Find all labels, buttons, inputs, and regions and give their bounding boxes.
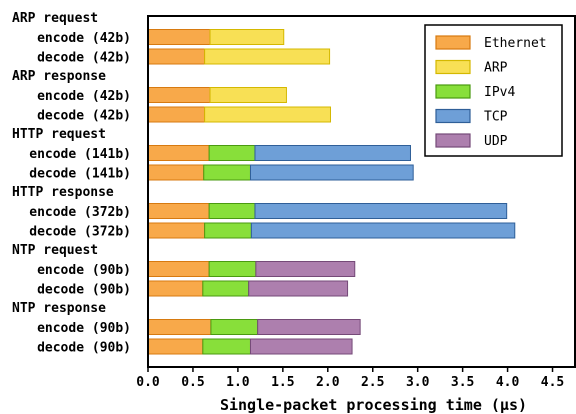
bar-segment-ethernet — [147, 261, 210, 277]
bar-label: encode (90b) — [37, 263, 131, 278]
bar-segment-arp — [209, 29, 285, 45]
bar-segment-udp — [257, 319, 361, 335]
x-axis-label: Single-packet processing time (μs) — [220, 396, 527, 414]
bar-segment-ipv4 — [202, 280, 250, 297]
legend-swatch — [435, 59, 471, 75]
x-tick-label: 4.0 — [496, 375, 520, 390]
x-tick-label: 0.5 — [181, 375, 204, 390]
bar-segment-ethernet — [147, 222, 206, 239]
group-label: NTP response — [12, 301, 106, 316]
x-tick-label: 3.0 — [406, 375, 430, 390]
legend-swatch — [435, 133, 471, 148]
bar-segments — [147, 29, 516, 355]
bar-segment-ipv4 — [204, 222, 252, 239]
bar-segment-ethernet — [147, 87, 211, 103]
bar-segment-ethernet — [147, 106, 206, 123]
plot-frame — [147, 15, 576, 368]
bar-label: encode (141b) — [29, 147, 131, 162]
group-label: ARP request — [12, 11, 98, 26]
bar-segment-tcp — [254, 145, 411, 161]
bar-label: decode (372b) — [29, 225, 131, 240]
legend-label: IPv4 — [484, 85, 515, 100]
bar-label: encode (42b) — [37, 89, 131, 104]
bar-segment-arp — [204, 106, 331, 123]
bar-segment-ethernet — [147, 280, 204, 297]
x-tick-label: 3.5 — [451, 375, 474, 390]
x-tick-label: 4.5 — [541, 375, 564, 390]
legend-swatch — [435, 84, 471, 99]
bar-segment-udp — [255, 261, 356, 277]
bar-segment-ipv4 — [210, 319, 259, 335]
group-label: NTP request — [12, 243, 98, 258]
x-tick-label: 1.5 — [271, 375, 294, 390]
bar-segment-ipv4 — [202, 338, 251, 355]
group-label: HTTP request — [12, 127, 106, 142]
group-label: ARP response — [12, 69, 106, 84]
x-axis: 0.0 0.5 1.0 1.5 2.0 2.5 3.0 3.5 4.0 4.5 — [136, 367, 564, 390]
bar-label: encode (90b) — [37, 321, 131, 336]
bar-segment-ipv4 — [208, 203, 256, 219]
bar-label: encode (42b) — [37, 31, 131, 46]
y-axis-labels: ARP request encode (42b) decode (42b) ARP r… — [12, 11, 131, 356]
bar-segment-ethernet — [147, 319, 212, 335]
bar-label: decode (141b) — [29, 167, 131, 182]
bar-segment-ipv4 — [208, 261, 257, 277]
bar-label: decode (42b) — [37, 51, 131, 66]
bar-label: encode (372b) — [29, 205, 131, 220]
bar-segment-ipv4 — [208, 145, 256, 161]
bar-segment-udp — [249, 338, 353, 355]
bar-segment-ethernet — [147, 338, 204, 355]
x-tick-label: 0.0 — [136, 375, 160, 390]
bar-label: decode (42b) — [37, 109, 131, 124]
group-label: HTTP response — [12, 185, 114, 200]
legend: Ethernet ARP IPv4 TCP UDP — [424, 24, 563, 157]
bar-segment-udp — [248, 280, 349, 297]
bar-segment-arp — [209, 87, 287, 103]
bar-segment-tcp — [249, 164, 414, 181]
bar-segment-tcp — [254, 203, 508, 219]
bar-segment-ethernet — [147, 203, 210, 219]
legend-swatch — [435, 108, 471, 124]
bar-label: decode (90b) — [37, 341, 131, 356]
legend-label: Ethernet — [484, 36, 547, 51]
x-tick-label: 1.0 — [226, 375, 250, 390]
bar-segment-arp — [204, 48, 331, 65]
legend-label: UDP — [484, 134, 508, 149]
legend-label: TCP — [484, 110, 508, 125]
bar-segment-tcp — [250, 222, 516, 239]
bar-segment-ipv4 — [203, 164, 251, 181]
bar-segment-ethernet — [147, 29, 211, 45]
x-tick-label: 2.5 — [361, 375, 384, 390]
bar-segment-ethernet — [147, 48, 206, 65]
x-tick-label: 2.0 — [316, 375, 340, 390]
bar-segment-ethernet — [147, 164, 205, 181]
bar-label: decode (90b) — [37, 283, 131, 298]
legend-swatch — [435, 35, 471, 50]
bar-segment-ethernet — [147, 145, 210, 161]
legend-label: ARP — [484, 61, 508, 76]
